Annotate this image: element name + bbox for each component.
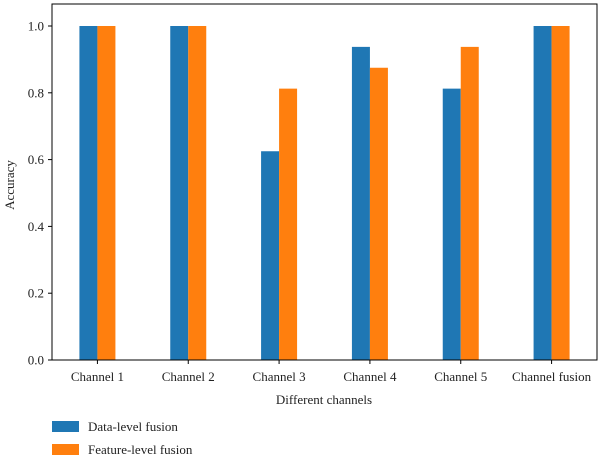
bar-feature-level-4: [369, 67, 388, 360]
bar-feature-level-3: [279, 88, 298, 361]
bar-data-level-6: [533, 26, 552, 360]
y-tick-label: 0.8: [28, 85, 44, 100]
y-tick-label: 0.4: [28, 219, 45, 234]
legend-swatch-feature-level: [52, 444, 79, 455]
x-tick-label: Channel 5: [434, 369, 487, 384]
x-tick-label: Channel 3: [253, 369, 306, 384]
y-tick-label: 0.0: [28, 353, 44, 368]
bar-data-level-4: [351, 46, 370, 361]
x-tick-label: Channel fusion: [512, 369, 592, 384]
legend-label-data-level: Data-level fusion: [88, 419, 178, 434]
axes: Accuracy Different channels Channel 1 Cha…: [2, 3, 598, 407]
y-tick-label: 0.2: [28, 286, 44, 301]
bar-feature-level-6: [551, 26, 570, 360]
x-tick-label: Channel 1: [71, 369, 124, 384]
bar-data-level-5: [442, 88, 461, 361]
y-axis-title: Accuracy: [2, 160, 17, 210]
plot-frame: [51, 3, 598, 361]
x-tick-label: Channel 4: [343, 369, 397, 384]
x-tick-label: Channel 2: [162, 369, 215, 384]
bar-feature-level-2: [188, 26, 207, 360]
legend: Data-level fusion Feature-level fusion: [52, 419, 193, 457]
bar-feature-level-1: [97, 26, 116, 360]
legend-swatch-data-level: [52, 421, 79, 432]
y-tick-label: 0.6: [28, 152, 45, 167]
bar-data-level-1: [79, 26, 98, 360]
bar-data-level-3: [261, 151, 280, 360]
legend-label-feature-level: Feature-level fusion: [88, 442, 193, 457]
bar-data-level-2: [170, 26, 189, 360]
x-axis-title: Different channels: [276, 392, 372, 407]
bar-feature-level-5: [460, 46, 479, 361]
y-tick-label: 1.0: [28, 19, 44, 34]
plot-area: [79, 26, 570, 361]
